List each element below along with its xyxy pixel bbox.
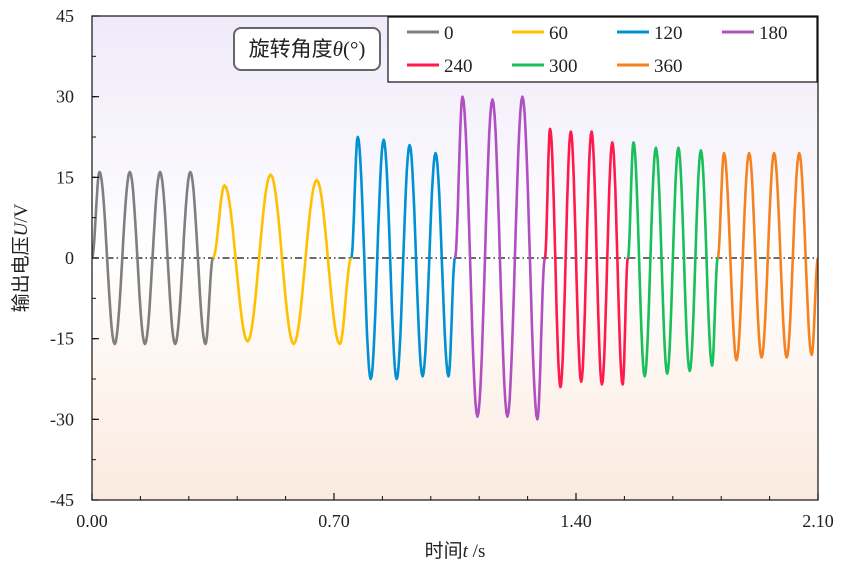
y-tick-label: 45 [56, 6, 74, 26]
annotation-label: 旋转角度 [249, 37, 333, 61]
legend-label-240: 240 [444, 56, 473, 77]
x-tick-label: 1.40 [560, 511, 592, 531]
x-tick-label: 0.70 [318, 511, 350, 531]
legend-label-180: 180 [759, 23, 788, 44]
rotation-angle-annotation: 旋转角度θ(°) [233, 27, 381, 71]
legend: 0 60 120 180 240 300 360 [387, 16, 818, 83]
annotation-unit: (°) [343, 37, 365, 61]
series-line-0 [92, 170, 215, 346]
x-axis-title: 时间t /s [425, 540, 486, 562]
legend-label-360: 360 [654, 56, 683, 77]
annotation-var: θ [333, 37, 343, 61]
y-tick-label: -30 [50, 409, 74, 429]
x-tick-label: 2.10 [802, 511, 834, 531]
series-layer [92, 95, 818, 421]
x-axis-var: t [463, 541, 469, 562]
y-tick-label: 15 [56, 167, 74, 187]
y-axis-var: U [11, 221, 32, 236]
annotation-text: 旋转角度θ(°) [249, 37, 366, 61]
series-line-240 [543, 127, 630, 389]
y-tick-label: -15 [50, 329, 74, 349]
y-axis: -45 -30 -15 0 15 30 45 [50, 6, 99, 510]
legend-label-120: 120 [654, 23, 683, 44]
legend-label-300: 300 [549, 56, 578, 77]
series-line-120 [350, 135, 457, 381]
series-line-360 [716, 151, 818, 362]
y-tick-label: 30 [56, 87, 74, 107]
y-tick-label: -45 [50, 490, 74, 510]
y-axis-title: 输出电压U/V [10, 203, 32, 312]
y-axis-label: 输出电压 [10, 236, 32, 312]
series-line-60 [212, 173, 353, 346]
legend-label-0: 0 [444, 23, 454, 44]
x-tick-label: 0.00 [76, 511, 108, 531]
series-line-180 [453, 95, 547, 421]
series-line-300 [626, 141, 719, 378]
x-axis-label: 时间 [425, 540, 463, 562]
x-axis-unit: /s [468, 541, 485, 562]
y-axis-unit: /V [11, 203, 32, 222]
annotation-box [233, 27, 381, 71]
y-tick-label: 0 [65, 248, 74, 268]
legend-box [387, 16, 818, 83]
legend-label-60: 60 [549, 23, 568, 44]
x-axis: 0.00 0.70 1.40 2.10 [76, 493, 834, 531]
